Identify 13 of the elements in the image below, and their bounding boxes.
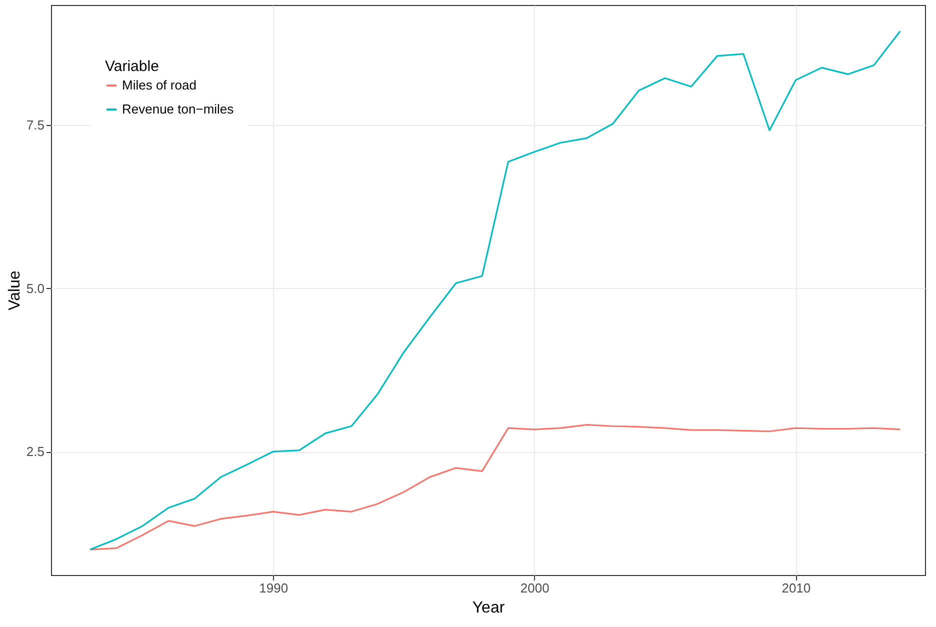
x-tick-label: 2000 (520, 580, 550, 596)
legend-label: Revenue ton−miles (122, 102, 234, 116)
y-tick-label: 7.5 (26, 118, 44, 133)
x-tick-label: 2010 (782, 580, 811, 596)
x-tick-label: 1990 (259, 580, 288, 596)
line-series (89, 424, 901, 550)
line-series (89, 30, 901, 550)
legend-title: Variable (105, 58, 159, 75)
y-tick-label: 5.0 (26, 280, 44, 296)
legend-label: Miles of road (122, 78, 196, 92)
y-axis-title: Value (6, 270, 24, 310)
x-axis-title: Year (472, 600, 506, 616)
y-tick-label: 2.5 (26, 444, 44, 460)
